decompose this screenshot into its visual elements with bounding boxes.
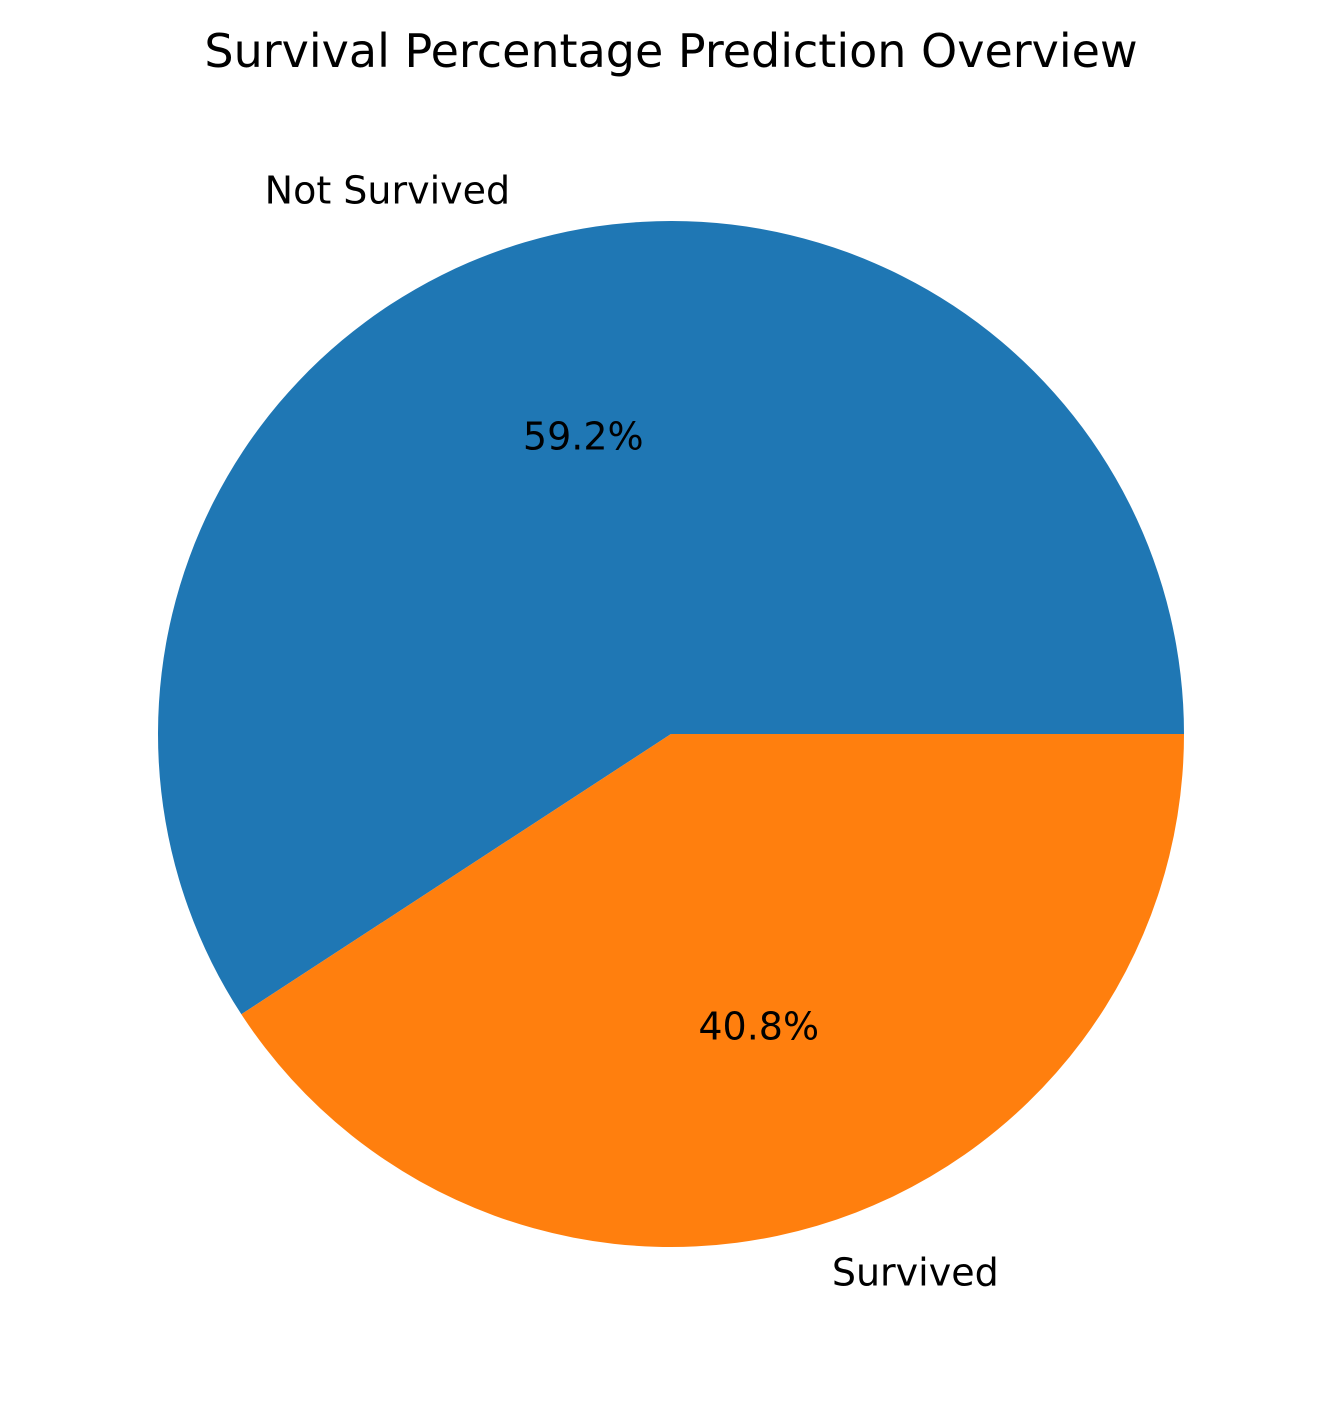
pie-slice-not-survived <box>157 220 1184 1015</box>
slice-percent-survived: 40.8% <box>698 1005 819 1049</box>
pie-slice-survived <box>241 734 1184 1247</box>
pie-labels: Not Survived 59.2% Survived 40.8% <box>265 169 999 1295</box>
slice-label-survived: Survived <box>832 1250 999 1294</box>
slice-label-not-survived: Not Survived <box>265 169 511 213</box>
chart-title: Survival Percentage Prediction Overview <box>204 24 1137 78</box>
pie-slices <box>157 220 1184 1247</box>
slice-percent-not-survived: 59.2% <box>523 414 644 458</box>
